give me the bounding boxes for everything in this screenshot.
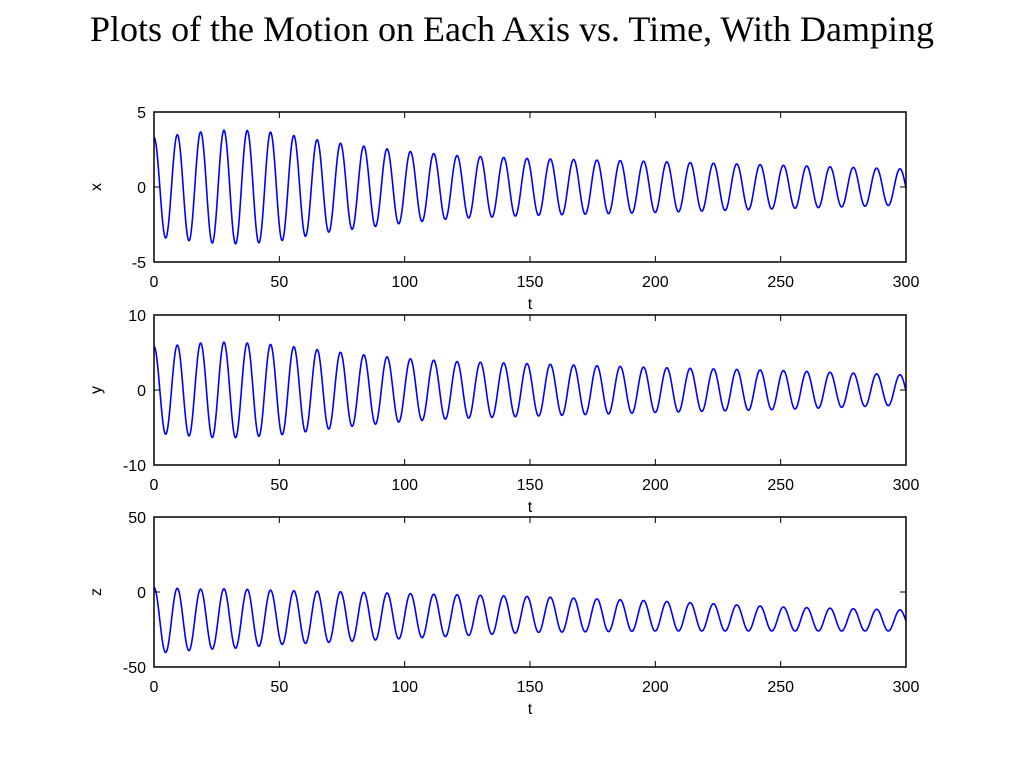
x-tick-label: 300 <box>893 679 920 696</box>
x-tick-label: 100 <box>391 477 418 494</box>
y-tick-label: 0 <box>137 180 146 197</box>
x-tick-label: 250 <box>767 679 794 696</box>
x-tick-label: 100 <box>391 274 418 291</box>
x-tick-label: 0 <box>150 274 159 291</box>
x-axis-label: t <box>528 701 533 718</box>
y-tick-label: 0 <box>137 585 146 602</box>
axes-box <box>153 314 907 466</box>
x-tick-label: 300 <box>893 477 920 494</box>
data-line <box>153 586 907 654</box>
x-tick-label: 200 <box>642 274 669 291</box>
x-axis-label: t <box>528 296 533 313</box>
y-tick-label: 0 <box>137 383 146 400</box>
y-tick-label: -5 <box>132 255 146 272</box>
y-axis-label: z <box>88 588 105 596</box>
axes-box <box>153 516 907 668</box>
slide-title: Plots of the Motion on Each Axis vs. Tim… <box>90 9 934 49</box>
x-tick-label: 150 <box>517 679 544 696</box>
x-tick-label: 200 <box>642 679 669 696</box>
x-tick-label: 50 <box>270 679 288 696</box>
data-line <box>153 341 907 439</box>
y-tick-label: 5 <box>137 105 146 122</box>
x-tick-label: 150 <box>517 477 544 494</box>
x-tick-label: 250 <box>767 274 794 291</box>
x-tick-label: 0 <box>150 679 159 696</box>
y-axis-label: x <box>88 183 105 191</box>
x-tick-label: 150 <box>517 274 544 291</box>
y-tick-label: -10 <box>123 458 146 475</box>
data-line <box>153 129 907 245</box>
y-tick-label: 50 <box>128 510 146 527</box>
y-axis-label: y <box>88 386 105 394</box>
x-tick-label: 300 <box>893 274 920 291</box>
axes-box <box>153 111 907 263</box>
x-tick-label: 0 <box>150 477 159 494</box>
x-tick-label: 50 <box>270 274 288 291</box>
y-tick-label: 10 <box>128 308 146 325</box>
x-tick-label: 250 <box>767 477 794 494</box>
y-tick-label: -50 <box>123 660 146 677</box>
x-tick-label: 200 <box>642 477 669 494</box>
x-tick-label: 50 <box>270 477 288 494</box>
x-axis-label: t <box>528 499 533 516</box>
x-tick-label: 100 <box>391 679 418 696</box>
